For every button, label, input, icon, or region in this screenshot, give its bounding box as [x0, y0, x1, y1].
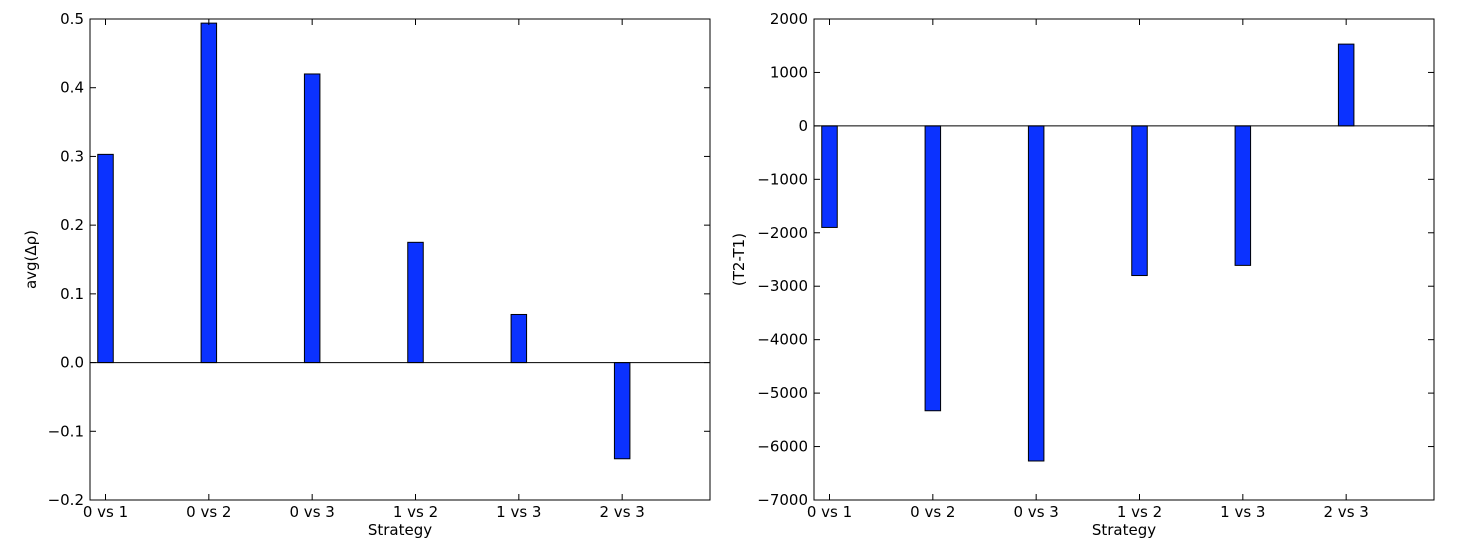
- x-axis-label: Strategy: [368, 521, 432, 539]
- y-tick-label: −1000: [757, 170, 808, 188]
- x-tick-label: 0 vs 2: [910, 503, 955, 521]
- y-tick-label: 0.5: [60, 10, 84, 28]
- x-tick-label: 0 vs 3: [1014, 503, 1059, 521]
- x-tick-label: 2 vs 3: [600, 503, 645, 521]
- y-tick-label: −0.1: [48, 422, 84, 440]
- x-tick-label: 0 vs 3: [290, 503, 335, 521]
- y-tick-label: −5000: [757, 384, 808, 402]
- y-tick-label: −0.2: [48, 491, 84, 509]
- y-tick-label: 0.4: [60, 79, 84, 97]
- bar-1-vs-3: [1234, 125, 1252, 266]
- bar-1-vs-2: [1131, 125, 1148, 277]
- x-tick-label: 1 vs 3: [1220, 503, 1265, 521]
- y-tick-label: 0.0: [60, 354, 84, 372]
- y-tick-label: −6000: [757, 438, 808, 456]
- y-tick-label: 0: [798, 117, 808, 135]
- x-tick-label: 1 vs 2: [393, 503, 438, 521]
- y-tick-label: 1000: [770, 63, 808, 81]
- bar-0-vs-3: [303, 73, 321, 364]
- x-tick-label: 0 vs 1: [807, 503, 852, 521]
- y-tick-label: −7000: [757, 491, 808, 509]
- x-axis-label: Strategy: [1092, 521, 1156, 539]
- chart-avg-delta-rho: −0.2 −0.1 0.0 0.1 0.2 0.3 0.4 0.5 0 vs 1 0 vs 2 0 …: [22, 10, 711, 539]
- bar-0-vs-1: [97, 153, 114, 364]
- bar-2-vs-3: [1337, 43, 1355, 127]
- y-tick-label: −4000: [757, 331, 808, 349]
- chart-t2-minus-t1: −7000 −6000 −5000 −4000 −3000 −2000 −1000 0 1000…: [730, 10, 1435, 539]
- y-tick-label: −2000: [757, 224, 808, 242]
- y-axis-label: (T2-T1): [730, 233, 748, 286]
- x-tick-label: 0 vs 2: [186, 503, 231, 521]
- y-tick-label: 0.1: [60, 285, 84, 303]
- bar-1-vs-2: [407, 241, 424, 364]
- x-tick-label: 0 vs 1: [83, 503, 128, 521]
- y-tick-label: −3000: [757, 277, 808, 295]
- plot-frame: [813, 18, 1435, 501]
- bar-0-vs-2: [200, 22, 218, 364]
- bar-2-vs-3: [613, 362, 631, 460]
- bar-0-vs-2: [924, 125, 942, 412]
- bar-1-vs-3: [510, 313, 528, 364]
- y-tick-label: 0.3: [60, 147, 84, 165]
- plot-frame: [89, 18, 711, 501]
- x-tick-label: 1 vs 3: [496, 503, 541, 521]
- x-tick-label: 2 vs 3: [1324, 503, 1369, 521]
- bar-0-vs-1: [821, 125, 838, 228]
- y-tick-label: 0.2: [60, 216, 84, 234]
- bar-0-vs-3: [1027, 125, 1045, 462]
- x-tick-label: 1 vs 2: [1117, 503, 1162, 521]
- y-tick-label: 2000: [770, 10, 808, 28]
- y-axis-label: avg(Δρ): [22, 230, 40, 289]
